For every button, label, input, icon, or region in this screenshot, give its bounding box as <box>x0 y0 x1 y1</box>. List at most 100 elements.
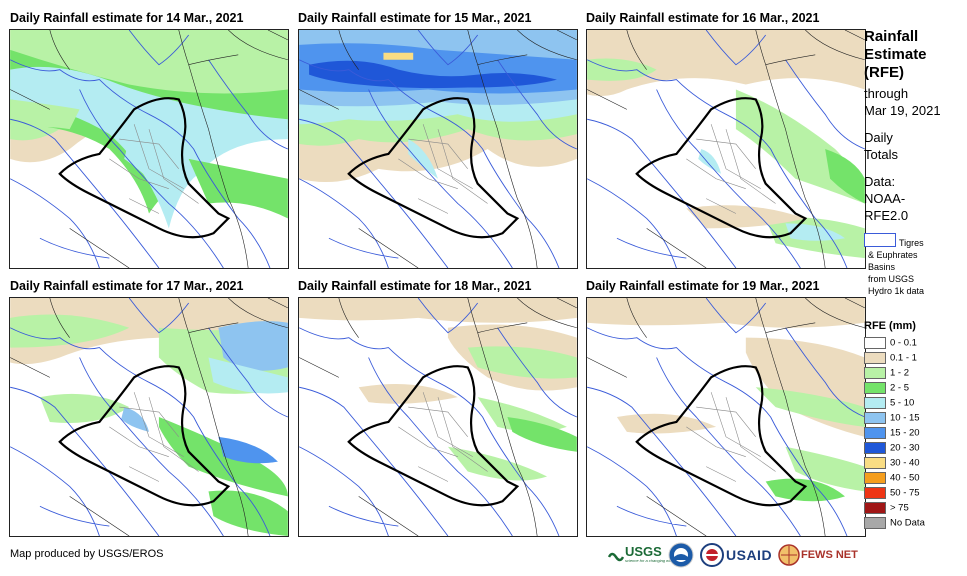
rainfall-area <box>507 417 577 452</box>
map-canvas <box>587 298 865 536</box>
legend-label: 15 - 20 <box>890 427 920 439</box>
legend-swatch <box>864 487 886 499</box>
rainfall-area <box>208 357 288 394</box>
rainfall-map-1 <box>9 29 289 269</box>
basin-legend-swatch <box>864 233 896 247</box>
legend-swatch <box>864 337 886 349</box>
fewsnet-logo: FEWS NET <box>778 541 858 569</box>
legend-swatch <box>864 502 886 514</box>
basin-outline <box>10 298 288 536</box>
legend-label: 40 - 50 <box>890 472 920 484</box>
rainfall-area <box>218 321 288 371</box>
rainfall-area <box>765 478 845 502</box>
panel-title-4: Daily Rainfall estimate for 17 Mar., 202… <box>10 279 244 293</box>
map-canvas <box>299 30 577 268</box>
legend-label: > 75 <box>890 502 909 514</box>
panel-title-1: Daily Rainfall estimate for 14 Mar., 202… <box>10 11 244 25</box>
legend-item: 15 - 20 <box>864 427 920 439</box>
noaa-logo <box>668 541 694 569</box>
rainfall-map-3 <box>586 29 866 269</box>
rainfall-area <box>39 393 130 423</box>
panel-title-5: Daily Rainfall estimate for 18 Mar., 202… <box>298 279 532 293</box>
basin-line-2: & Euphrates <box>868 250 918 260</box>
legend-label: 10 - 15 <box>890 412 920 424</box>
legend-item: 40 - 50 <box>864 472 920 484</box>
legend-label: 0 - 0.1 <box>890 337 917 349</box>
iraq-border <box>58 365 231 507</box>
province-boundaries <box>398 392 488 482</box>
sidebar-title-line: (RFE) <box>864 64 904 81</box>
sidebar-title-line: Rainfall <box>864 28 919 45</box>
fewsnet-globe-icon <box>778 544 800 566</box>
rainfall-area <box>188 158 288 219</box>
legend-item: No Data <box>864 517 925 529</box>
legend-label: 5 - 10 <box>890 397 915 409</box>
legend-swatch <box>864 442 886 454</box>
daily-line-1: Daily <box>864 130 893 145</box>
legend-swatch <box>864 382 886 394</box>
province-boundaries <box>398 124 488 214</box>
basin-line-1: Tigres <box>899 238 924 248</box>
country-boundaries <box>587 298 865 536</box>
legend-title: RFE (mm) <box>864 320 916 332</box>
rainfall-area <box>10 314 130 348</box>
legend-item: 30 - 40 <box>864 457 920 469</box>
rainfall-area <box>698 149 722 174</box>
province-boundaries <box>109 124 199 214</box>
usgs-logo: USGS science for a changing world <box>608 541 676 569</box>
country-boundaries <box>10 298 288 536</box>
rainfall-area <box>825 149 865 204</box>
legend-label: 50 - 75 <box>890 487 920 499</box>
data-line-3: RFE2.0 <box>864 208 909 223</box>
legend-swatch <box>864 517 886 529</box>
rainfall-area <box>587 58 657 81</box>
legend-swatch <box>864 352 886 364</box>
through-date: Mar 19, 2021 <box>864 103 941 118</box>
legend-swatch <box>864 457 886 469</box>
map-canvas <box>587 30 865 268</box>
basin-line-5: Hydro 1k data <box>868 286 925 296</box>
province-boundaries <box>686 124 776 214</box>
rainfall-area <box>408 139 438 179</box>
rainfall-area <box>383 52 414 60</box>
rainfall-area <box>755 387 865 427</box>
data-line-2: NOAA- <box>864 191 906 206</box>
noaa-seal-icon <box>668 542 694 568</box>
legend-item: 20 - 30 <box>864 442 920 454</box>
legend-label: 1 - 2 <box>890 367 910 379</box>
basin-outline <box>587 298 865 536</box>
basin-line-3: Basins <box>868 262 896 272</box>
usaid-logo: USAID <box>700 541 772 569</box>
legend-swatch <box>864 427 886 439</box>
legend-item: 50 - 75 <box>864 487 920 499</box>
panel-title-6: Daily Rainfall estimate for 19 Mar., 202… <box>586 279 820 293</box>
legend-label: 20 - 30 <box>890 442 920 454</box>
legend-swatch <box>864 367 886 379</box>
legend-label: 30 - 40 <box>890 457 920 469</box>
usaid-seal-icon <box>700 543 724 567</box>
map-canvas <box>10 30 288 268</box>
map-credit: Map produced by USGS/EROS <box>10 548 164 560</box>
country-boundaries <box>10 30 288 268</box>
rainfall-map-4 <box>9 297 289 537</box>
legend-item: 5 - 10 <box>864 397 914 409</box>
legend-swatch <box>864 472 886 484</box>
panel-title-3: Daily Rainfall estimate for 16 Mar., 202… <box>586 11 820 25</box>
province-boundaries <box>109 392 199 482</box>
legend-swatch <box>864 397 886 409</box>
rainfall-area <box>121 407 149 432</box>
data-line-1: Data: <box>864 174 896 189</box>
rainfall-area <box>124 139 159 189</box>
rainfall-area <box>10 66 288 229</box>
iraq-border <box>347 365 520 507</box>
legend-item: 1 - 2 <box>864 367 909 379</box>
rainfall-map-5 <box>298 297 578 537</box>
legend-swatch <box>864 412 886 424</box>
through-label: through <box>864 86 909 101</box>
rainfall-area <box>358 383 458 404</box>
usgs-tagline: science for a changing world <box>625 558 676 563</box>
sidebar-title-line: Estimate <box>864 46 927 63</box>
rainfall-area <box>309 60 557 89</box>
rainfall-area <box>299 298 577 323</box>
rainfall-area <box>208 490 288 536</box>
